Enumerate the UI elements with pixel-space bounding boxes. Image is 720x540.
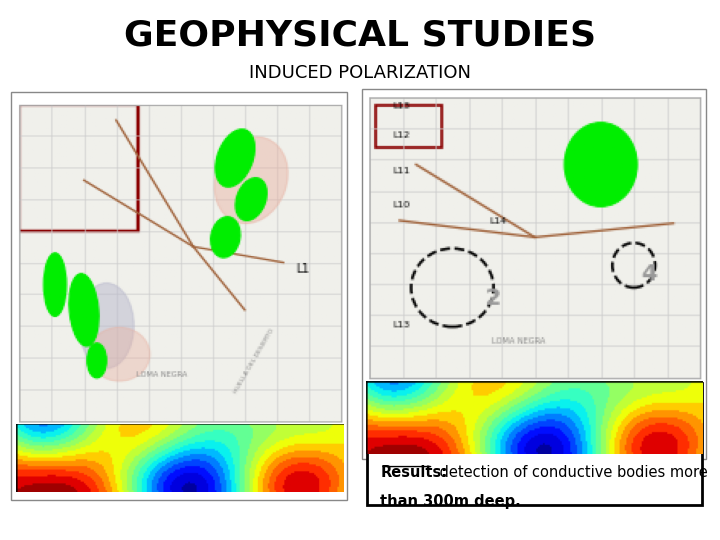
Text: GEOPHYSICAL STUDIES: GEOPHYSICAL STUDIES [124,18,596,52]
FancyBboxPatch shape [367,383,702,505]
Text: 2004: IP ; 2005: IP and: 2004: IP ; 2005: IP and [461,407,631,422]
Text: INDUCED POLARIZATION: INDUCED POLARIZATION [249,64,471,82]
Text: than 300m deep.: than 300m deep. [380,494,521,509]
Text: detection of conductive bodies more: detection of conductive bodies more [435,465,708,480]
Text: Results:: Results: [380,465,447,480]
Text: gravimetry: gravimetry [380,436,461,451]
Text: GEOPHYSICS:: GEOPHYSICS: [380,407,492,422]
